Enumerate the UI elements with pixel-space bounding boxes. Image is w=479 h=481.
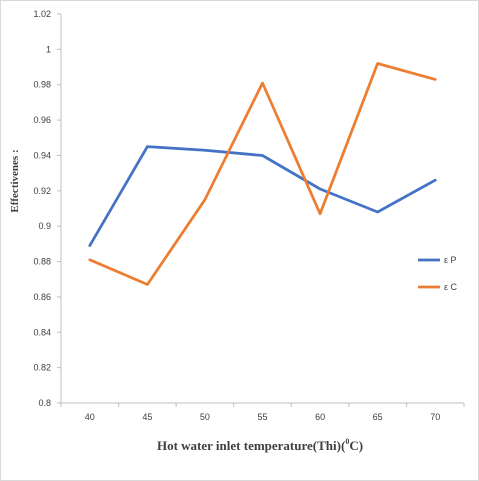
x-tick-label: 50 [200,412,210,422]
series-line-ec [88,62,437,286]
y-tick-label: 0.96 [33,115,51,125]
x-tick-label: 65 [373,412,383,422]
x-tick-label: 45 [142,412,152,422]
x-tick-label: 40 [85,412,95,422]
legend-label: ε P [444,255,457,265]
y-tick-label: 1.02 [33,9,51,19]
y-tick-label: 0.9 [38,221,51,231]
y-tick-label: 0.82 [33,363,51,373]
x-axis-title: Hot water inlet temperature(Thi)(0C) [157,437,363,453]
x-axis: 40 45 50 55 60 65 70 [60,402,465,422]
y-tick-label: 0.8 [38,398,51,408]
y-axis-title: Effectivenes : [9,149,21,212]
x-axis-title-main: Hot water inlet temperature(Thi)( [157,438,345,453]
x-axis-title-degree: 0 [345,437,349,446]
x-axis-title-unit: C) [349,438,363,453]
y-axis: 0.8 0.82 0.84 0.86 0.88 0.9 0.92 0.94 0.96 0.98 1 1… [33,9,62,408]
series-lines [88,62,437,286]
series-line-ep [88,145,437,247]
x-tick-label: 70 [430,412,440,422]
y-tick-label: 0.94 [33,150,51,160]
y-tick-label: 0.92 [33,186,51,196]
legend: ε P ε C [418,255,458,292]
x-tick-label: 60 [315,412,325,422]
y-tick-label: 0.98 [33,80,51,90]
x-tick-label: 55 [257,412,267,422]
y-tick-label: 0.86 [33,292,51,302]
y-tick-label: 0.88 [33,257,51,267]
y-tick-label: 0.84 [33,327,51,337]
y-tick-label: 1 [46,44,51,54]
legend-label: ε C [444,282,458,292]
